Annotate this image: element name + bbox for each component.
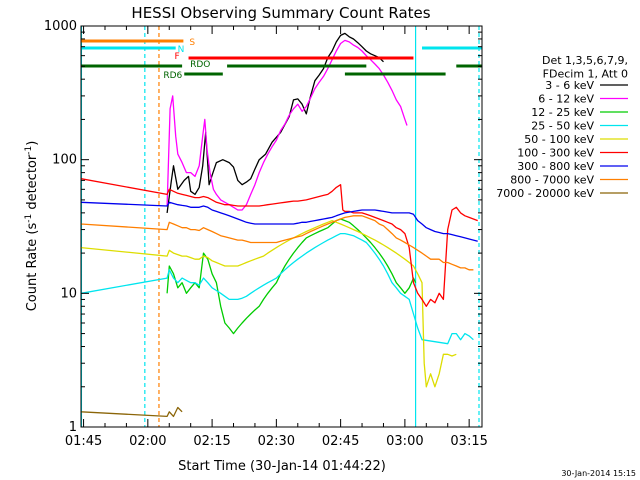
legend-header-1: Det 1,3,5,6,7,9,: [542, 54, 628, 67]
y-tick-label-3: 100: [52, 153, 77, 168]
status-label-rdo: RDO: [190, 60, 210, 70]
x-tick-label-7: 03:15: [450, 434, 487, 449]
series-line-9: [81, 406, 183, 418]
x-tick-label-5: 02:45: [322, 434, 359, 449]
series-line-8: [81, 215, 474, 271]
x-tick-label-6: 03:00: [386, 434, 423, 449]
y-tick-label-2: 10: [60, 286, 77, 301]
legend-label-4: 25 - 50 keV: [531, 120, 594, 133]
y-label-part-1: Count Rate (s: [25, 223, 40, 312]
legend-label-1: 3 - 6 keV: [545, 79, 594, 92]
x-tick-label-4: 02:30: [258, 434, 295, 449]
legend-label-6: 100 - 300 keV: [517, 147, 594, 160]
y-tick-label-4: 1000: [44, 19, 77, 34]
footer-date: 30-Jan-2014 15:15: [561, 469, 636, 478]
y-label-part-2: -1: [24, 214, 34, 223]
status-label-rd6: RD6: [163, 71, 182, 81]
series-line-1: [166, 32, 384, 213]
legend-label-7: 300 - 800 keV: [517, 160, 594, 173]
series-line-2: [166, 39, 408, 211]
plot-frame: [80, 25, 483, 428]
chart-title: HESSI Observing Summary Count Rates: [131, 4, 430, 22]
status-label-f: F: [175, 52, 180, 62]
y-label-part-5: ): [25, 141, 40, 146]
status-label-n: N: [178, 45, 185, 55]
x-tick-label-3: 02:15: [193, 434, 230, 449]
legend: Det 1,3,5,6,7,9,FDecim 1, Att 03 - 6 keV…: [496, 54, 628, 200]
x-axis-label: Start Time (30-Jan-14 01:44:22): [178, 459, 386, 474]
y-label-part-4: -1: [24, 146, 34, 155]
legend-header-2: FDecim 1, Att 0: [543, 68, 628, 81]
series-line-5: [81, 219, 457, 388]
legend-label-3: 12 - 25 keV: [531, 106, 594, 119]
legend-label-9: 7000 - 20000 keV: [496, 187, 594, 200]
legend-label-2: 6 - 12 keV: [538, 93, 594, 106]
x-tick-label-2: 02:00: [129, 434, 166, 449]
x-tick-label-1: 01:45: [65, 434, 102, 449]
series-line-7: [81, 201, 478, 242]
legend-label-8: 800 - 7000 keV: [510, 174, 594, 187]
plot-area: [81, 26, 482, 427]
axes: 01:45 02:00 02:15 02:30 02:45 03:00 03:15 1 10 10…: [44, 19, 488, 449]
y-label-part-3: detector: [25, 154, 40, 214]
y-tick-label-1: 1: [69, 420, 77, 435]
legend-label-5: 50 - 100 keV: [524, 133, 594, 146]
y-axis-label: Count Rate (s-1 detector-1): [24, 141, 40, 312]
series-line-4: [81, 232, 474, 345]
series-line-3: [166, 218, 417, 335]
status-label-s: S: [189, 38, 195, 48]
series-line-6: [81, 178, 478, 307]
